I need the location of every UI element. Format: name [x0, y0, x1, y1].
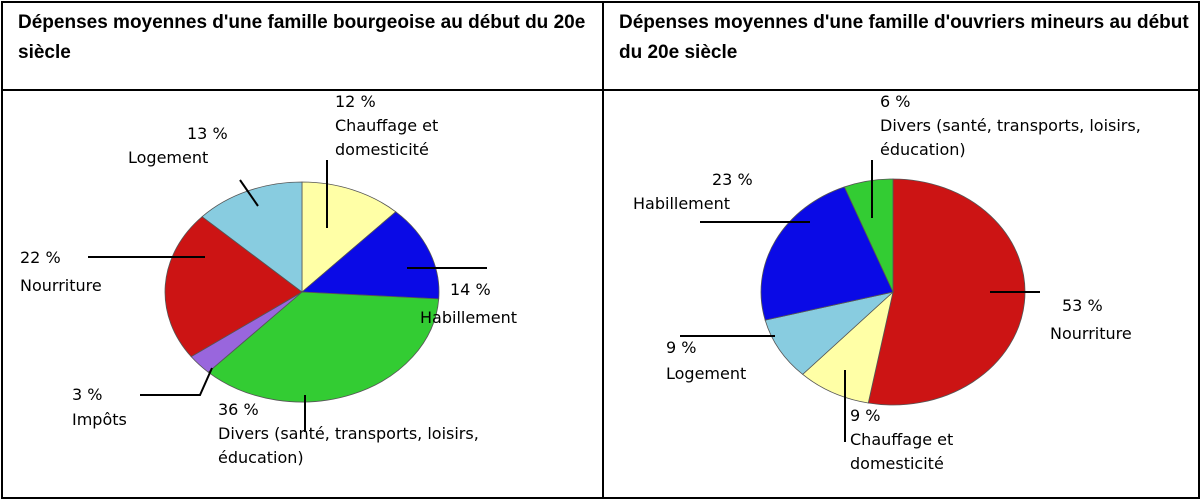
pie-slice	[164, 216, 303, 358]
leader-line	[239, 179, 259, 207]
slice-label: Chauffage et domesticité	[850, 430, 954, 473]
value-label: 14 %	[450, 280, 491, 299]
leader-line	[140, 367, 213, 396]
pie-slice	[301, 181, 397, 293]
chart-title: Dépenses moyennes d'une famille d'ouvrie…	[619, 12, 1189, 63]
pie-slice	[760, 186, 894, 321]
value-label: 22 %	[20, 248, 61, 267]
value-label: 53 %	[1062, 296, 1103, 315]
value-label: 36 %	[218, 400, 259, 419]
slice-label: Divers (santé, transports, loisirs, éduc…	[880, 116, 1141, 159]
chart-title: Dépenses moyennes d'une famille bourgeoi…	[18, 12, 586, 63]
value-label: 9 %	[666, 338, 697, 357]
pie-slice	[300, 211, 440, 300]
slice-label: Habillement	[420, 308, 518, 327]
slice-label: Habillement	[633, 194, 731, 213]
value-label: 3 %	[72, 385, 103, 404]
value-label: 9 %	[850, 406, 881, 425]
slice-label: Logement	[128, 148, 209, 167]
slice-label: Nourriture	[20, 276, 102, 295]
slice-label: Impôts	[72, 410, 127, 429]
value-label: 12 %	[335, 92, 376, 111]
pie-slice	[867, 178, 1026, 406]
slice-label: Logement	[666, 364, 747, 383]
value-label: 23 %	[712, 170, 753, 189]
slice-label: Nourriture	[1050, 324, 1132, 343]
value-label: 13 %	[187, 124, 228, 143]
value-label: 6 %	[880, 92, 911, 111]
pie-slice	[207, 291, 440, 403]
pie-slice	[843, 178, 894, 293]
slice-label: Divers (santé, transports, loisirs, éduc…	[218, 424, 479, 467]
slice-label: Chauffage et domesticité	[335, 116, 439, 159]
